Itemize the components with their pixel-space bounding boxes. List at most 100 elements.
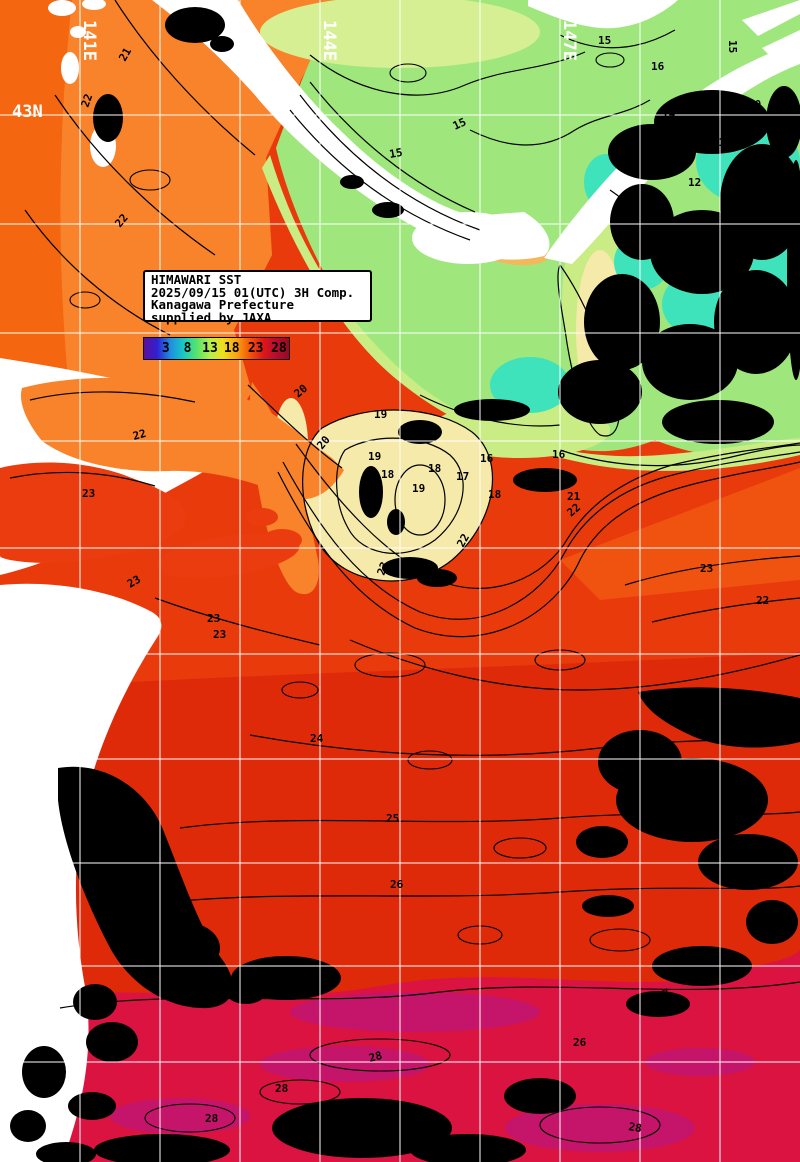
contour-loop	[259, 1079, 341, 1105]
land-islet	[70, 26, 86, 38]
geo-label-147e: 147E	[559, 20, 579, 61]
land-honshu-w	[0, 583, 162, 1162]
contour	[609, 189, 666, 276]
contour-label: 22	[454, 532, 472, 550]
zone-orange-red-east	[560, 468, 800, 600]
contour	[559, 444, 800, 467]
contour-label: 16	[552, 448, 566, 461]
contour-label: 21	[567, 490, 581, 503]
cloud	[210, 36, 234, 52]
water-tsugaru	[20, 377, 345, 500]
land-sliver-ne2	[762, 30, 800, 58]
cloud	[36, 1142, 96, 1162]
contour-loop	[407, 750, 453, 770]
contour-label: 23	[375, 560, 392, 577]
zone-west-edge	[0, 0, 72, 400]
info-box: HIMAWARI SST 2025/09/15 01(UTC) 3H Comp.…	[143, 270, 372, 325]
contour-label: 27	[655, 986, 672, 1003]
contour-label: 23	[700, 562, 713, 575]
cloud	[766, 86, 800, 158]
cloud	[398, 420, 442, 444]
cloud	[787, 160, 800, 380]
contour	[349, 639, 800, 691]
contour-label: 28	[205, 1112, 218, 1125]
contour-loop	[589, 928, 651, 952]
colorbar-tick: 28	[271, 341, 287, 356]
contour-label: 10	[748, 98, 761, 111]
colorbar-tick: 13	[202, 341, 218, 356]
info-line-credit: supplied by JAXA	[151, 309, 272, 325]
colorbar-tick: 18	[223, 341, 240, 356]
contour-loop	[69, 291, 101, 309]
cloud	[504, 1078, 576, 1114]
geo-label-141e: 141E	[79, 20, 99, 61]
contour-label: 15	[451, 115, 469, 132]
cloud	[662, 400, 774, 444]
cloud	[714, 270, 798, 374]
cloud	[372, 202, 404, 218]
contour	[624, 555, 800, 586]
contour-front	[277, 461, 800, 638]
cloud	[231, 956, 341, 1000]
cloud	[576, 826, 628, 858]
contour-loop	[389, 63, 427, 83]
info-line-datetime: 2025/09/15 01(UTC) 3H Comp.	[151, 284, 355, 300]
geo-label-144e: 144E	[319, 20, 339, 61]
colorbar-tick: 3	[161, 341, 170, 356]
cloud	[642, 324, 738, 400]
contour-label: 26	[744, 876, 758, 889]
contour-label: 19	[368, 450, 381, 463]
contour-label: 23	[207, 612, 220, 625]
cloud	[626, 991, 690, 1017]
contour-label: 19	[625, 348, 640, 363]
magenta-blob	[290, 992, 540, 1032]
contour-ring	[302, 409, 493, 582]
cloud	[68, 1092, 116, 1120]
contour	[179, 811, 800, 829]
cloud	[86, 1022, 138, 1062]
contour-loop	[595, 52, 625, 68]
cloud	[654, 90, 770, 154]
cloud	[22, 1046, 66, 1098]
contour-loop	[539, 1106, 661, 1144]
contour	[559, 29, 676, 49]
contour	[29, 391, 196, 403]
cloud	[650, 210, 754, 294]
contour	[59, 981, 800, 1009]
contour-label: 19	[374, 408, 387, 421]
contour-label: 21	[116, 45, 134, 63]
cloud	[610, 184, 674, 260]
cloud	[10, 1110, 46, 1142]
contour	[247, 384, 343, 469]
contour-label: 28	[367, 1049, 383, 1065]
contour-label: 12	[688, 176, 701, 189]
cloud	[73, 984, 117, 1020]
contour	[309, 81, 476, 213]
zone-orange-nw	[0, 0, 345, 440]
contour-label: 15	[726, 40, 739, 53]
contour-label: 16	[651, 60, 665, 73]
cloud	[94, 1134, 230, 1162]
info-line-region: Kanagawa Prefecture	[151, 297, 294, 312]
contour-label: 18	[488, 488, 501, 501]
water-red-blob	[156, 533, 300, 579]
contour	[139, 885, 800, 906]
colorbar-tick: 8	[183, 341, 192, 356]
contour-label: 23	[213, 628, 226, 641]
cloud	[584, 274, 660, 370]
contour-label: 28	[275, 1082, 288, 1095]
cloud	[359, 466, 383, 518]
contour-label: 18	[613, 290, 628, 305]
contour-loop	[493, 837, 547, 859]
contour-front	[282, 451, 800, 620]
land-islet	[61, 52, 79, 84]
contour-label: 14	[662, 107, 676, 120]
contour-label: 22	[756, 594, 769, 607]
contour	[9, 471, 156, 487]
contour	[54, 94, 216, 256]
contour-loop	[354, 652, 426, 678]
cloud	[698, 834, 798, 890]
land-funka-bay	[412, 212, 524, 264]
